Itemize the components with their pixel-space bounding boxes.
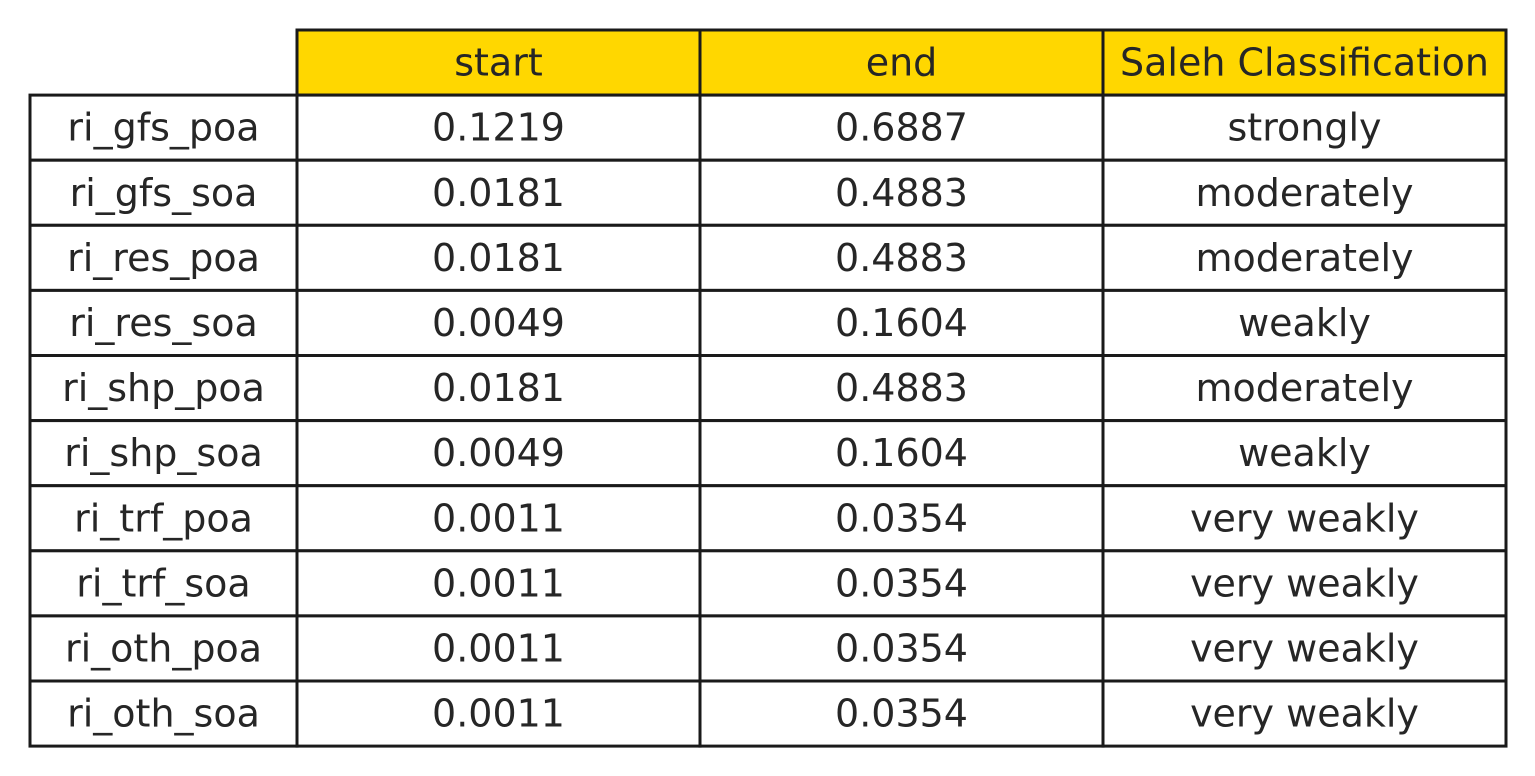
header-cell (698, 28, 1105, 97)
row-label: ri_oth_soa (67, 692, 260, 736)
start-value: 0.0011 (432, 496, 565, 540)
classification-value: weakly (1238, 431, 1371, 475)
classification-value: moderately (1196, 366, 1414, 410)
start-value: 0.0049 (432, 301, 565, 345)
table-cell (1101, 158, 1508, 227)
end-value: 0.1604 (835, 431, 968, 475)
start-value: 0.0181 (432, 171, 565, 215)
table-cell (698, 354, 1105, 423)
row-label: ri_oth_poa (65, 626, 262, 670)
end-value: 0.0354 (835, 692, 968, 736)
row-label: ri_res_poa (67, 236, 260, 280)
table-cell (1101, 419, 1508, 488)
start-value: 0.0011 (432, 692, 565, 736)
start-value: 0.0011 (432, 626, 565, 670)
table-cell (28, 679, 299, 748)
start-value: 0.0181 (432, 366, 565, 410)
start-value: 0.1219 (432, 106, 565, 150)
row-label: ri_gfs_poa (67, 106, 259, 150)
table-cell (698, 93, 1105, 162)
table-cell (28, 354, 299, 423)
table-cell (28, 158, 299, 227)
table-cell (28, 288, 299, 357)
end-value: 0.1604 (835, 301, 968, 345)
table-cell (1101, 614, 1508, 683)
classification-value: weakly (1238, 301, 1371, 345)
header-cell (295, 28, 702, 97)
classification-value: moderately (1196, 171, 1414, 215)
end-value: 0.0354 (835, 561, 968, 605)
table-text: start end Saleh Classification ri_gfs_poa 0.… (62, 41, 1489, 736)
table-cell (295, 679, 702, 748)
classification-value: very weakly (1190, 626, 1419, 670)
end-value: 0.4883 (835, 236, 968, 280)
column-header: Saleh Classification (1120, 41, 1489, 85)
column-header: start (454, 41, 543, 85)
start-value: 0.0181 (432, 236, 565, 280)
start-value: 0.0011 (432, 561, 565, 605)
end-value: 0.0354 (835, 626, 968, 670)
row-label: ri_res_soa (69, 301, 257, 345)
table-cell (698, 679, 1105, 748)
end-value: 0.6887 (835, 106, 968, 150)
row-label: ri_trf_soa (76, 561, 250, 605)
table-cell (698, 288, 1105, 357)
end-value: 0.0354 (835, 496, 968, 540)
table-cells (28, 28, 1508, 748)
table-cell (28, 223, 299, 292)
column-header: end (866, 41, 938, 85)
start-value: 0.0049 (432, 431, 565, 475)
table-cell (1101, 484, 1508, 553)
end-value: 0.4883 (835, 366, 968, 410)
table-cell (698, 223, 1105, 292)
classification-value: strongly (1228, 106, 1382, 150)
table-cell (28, 484, 299, 553)
row-label: ri_shp_soa (64, 431, 263, 475)
classification-value: very weakly (1190, 561, 1419, 605)
table-cell (295, 614, 702, 683)
classification-value: very weakly (1190, 496, 1419, 540)
table-cell (1101, 679, 1508, 748)
table-cell (28, 614, 299, 683)
table-cell (698, 158, 1105, 227)
table-cell (295, 288, 702, 357)
row-label: ri_shp_poa (62, 366, 265, 410)
classification-value: moderately (1196, 236, 1414, 280)
table-cell (295, 484, 702, 553)
table-cell (295, 354, 702, 423)
classification-value: very weakly (1190, 692, 1419, 736)
table-cell (1101, 354, 1508, 423)
row-label: ri_gfs_soa (70, 171, 258, 215)
row-label: ri_trf_poa (74, 496, 253, 540)
end-value: 0.4883 (835, 171, 968, 215)
table-cell (1101, 288, 1508, 357)
